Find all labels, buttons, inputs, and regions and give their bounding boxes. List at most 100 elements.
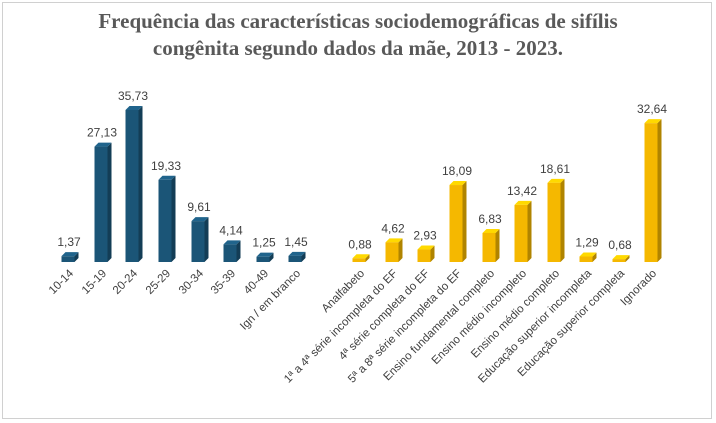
bar-front	[547, 182, 561, 262]
bar-side	[365, 254, 370, 262]
bar-side	[74, 252, 79, 262]
bar-top	[223, 240, 241, 245]
category-label-age-6: 40-49	[242, 268, 271, 297]
bar-schooling-2	[417, 245, 435, 262]
bar-side	[171, 175, 176, 262]
data-label-age-6: 1,25	[252, 236, 276, 250]
bar-top	[644, 119, 662, 124]
bar-schooling-0	[352, 254, 370, 262]
data-label-age-1: 27,13	[87, 126, 117, 140]
category-label-age-2: 20-24	[111, 267, 141, 297]
bar-side	[625, 255, 630, 262]
category-label-age-5: 35-39	[209, 268, 238, 297]
bar-side	[495, 228, 500, 262]
data-label-schooling-2: 2,93	[413, 229, 437, 243]
data-label-schooling-6: 18,61	[540, 162, 570, 176]
bar-front	[94, 146, 108, 262]
bar-front	[449, 185, 463, 262]
bar-top	[385, 238, 403, 243]
bar-top	[547, 178, 565, 183]
bar-top	[352, 254, 370, 259]
bar-top	[482, 228, 500, 233]
category-label-age-3: 25-29	[144, 268, 173, 297]
bar-top	[158, 175, 176, 180]
bar-schooling-4	[482, 228, 500, 262]
bar-top	[612, 255, 630, 260]
bar-top	[61, 252, 79, 257]
bar-side	[269, 252, 274, 262]
bar-front	[612, 259, 626, 262]
data-label-schooling-0: 0,88	[348, 237, 372, 251]
bar-front	[385, 242, 399, 262]
bar-side	[430, 245, 435, 262]
bar-front	[158, 179, 172, 262]
data-label-schooling-3: 18,09	[442, 164, 472, 178]
bar-side	[592, 252, 597, 262]
bar-front	[223, 244, 237, 262]
bar-top	[449, 181, 467, 186]
bar-side	[301, 251, 306, 262]
bar-schooling-5	[514, 200, 532, 262]
bar-age-6	[256, 252, 274, 262]
data-label-schooling-8: 0,68	[608, 238, 632, 252]
data-label-schooling-7: 1,29	[575, 236, 599, 250]
bar-top	[288, 251, 306, 256]
chart-title: Frequência das características sociodemo…	[0, 8, 716, 62]
bar-age-0	[61, 252, 79, 262]
bar-age-4	[191, 217, 209, 262]
bar-top	[579, 252, 597, 257]
bar-front	[579, 256, 593, 262]
bar-top	[417, 245, 435, 250]
bar-side	[236, 240, 241, 262]
bar-schooling-3	[449, 181, 467, 262]
bar-front	[288, 255, 302, 262]
bar-age-5	[223, 240, 241, 262]
bar-schooling-8	[612, 255, 630, 262]
data-label-age-4: 9,61	[187, 200, 211, 214]
bar-front	[61, 256, 75, 262]
data-label-schooling-4: 6,83	[478, 212, 502, 226]
bar-schooling-7	[579, 252, 597, 262]
category-label-age-4: 30-34	[177, 267, 207, 297]
bar-top	[94, 142, 112, 147]
bar-age-1	[94, 142, 112, 262]
bar-front	[125, 110, 139, 262]
bar-side	[657, 119, 662, 262]
bar-group-age: 1,37 10-14 27,13 15-19 35,73 20-24 19,33 25-29 9…	[47, 89, 308, 333]
bar-side	[462, 181, 467, 262]
bar-age-3	[158, 175, 176, 262]
bar-top	[191, 217, 209, 222]
bar-front	[644, 123, 658, 262]
bar-top	[514, 200, 532, 205]
category-label-age-0: 10-14	[47, 267, 77, 297]
chart-title-line-2: congênita segundo dados da mãe, 2013 - 2…	[152, 36, 564, 60]
data-label-age-2: 35,73	[118, 89, 148, 103]
bar-side	[107, 142, 112, 262]
bar-front	[191, 221, 205, 262]
bar-front	[417, 249, 431, 262]
data-label-age-0: 1,37	[57, 235, 81, 249]
data-label-schooling-9: 32,64	[637, 102, 667, 116]
bar-front	[514, 204, 528, 262]
chart-title-line-1: Frequência das características sociodemo…	[98, 9, 618, 33]
bar-side	[560, 178, 565, 262]
data-label-age-3: 19,33	[151, 159, 181, 173]
bar-front	[256, 256, 270, 262]
data-label-age-7: 1,45	[284, 235, 308, 249]
bar-front	[482, 232, 496, 262]
data-label-age-5: 4,14	[219, 223, 243, 237]
data-label-schooling-1: 4,62	[381, 221, 405, 235]
chart-frame	[2, 2, 712, 419]
bar-side	[204, 217, 209, 262]
bar-schooling-9	[644, 119, 662, 262]
bar-top	[256, 252, 274, 257]
bar-front	[352, 258, 366, 262]
bar-side	[527, 200, 532, 262]
bar-schooling-1	[385, 238, 403, 262]
bar-side	[398, 238, 403, 262]
data-label-schooling-5: 13,42	[507, 184, 537, 198]
bar-top	[125, 106, 143, 110]
bar-side	[138, 106, 143, 262]
